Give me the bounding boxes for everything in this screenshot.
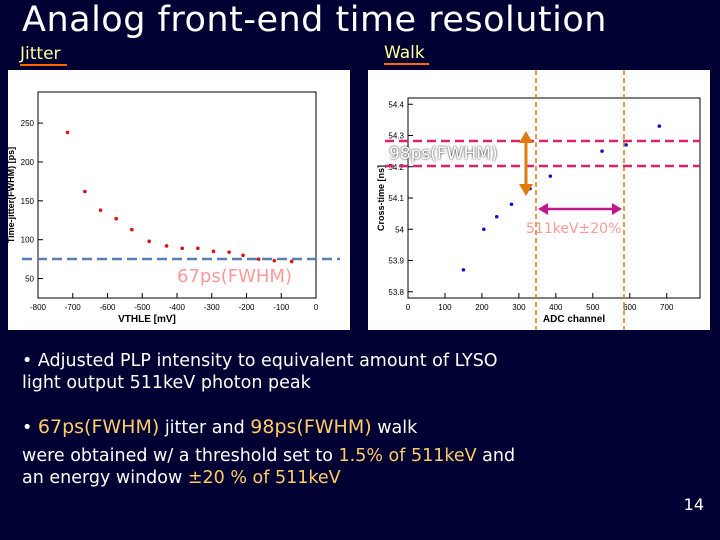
- bullet-2-line-3a: an energy window: [22, 468, 188, 488]
- energy-window-arrow-left: [538, 203, 548, 215]
- bullet-2-line-2: were obtained w/ a threshold set to 1.5%…: [22, 445, 662, 467]
- y-tick-label-0: 250: [21, 119, 35, 128]
- data-point-0: [98, 208, 103, 212]
- data-point-1: [509, 202, 514, 207]
- x-tick-label-0: -200: [238, 303, 255, 312]
- jitter-chart-panel: -800 -700 -600 -500 -400 -300 -200 -100 0 50 100 15…: [6, 70, 350, 330]
- x-axis-label-1: ADC channel: [543, 314, 605, 325]
- data-point-0: [180, 246, 185, 251]
- y-tick-label-1: 54: [395, 225, 404, 234]
- energy-window-annotation: 511keV±20%: [526, 221, 622, 237]
- x-tick-label-1: 400: [549, 303, 563, 312]
- bullet-1-line-1: • Adjusted PLP intensity to equivalent a…: [22, 351, 498, 371]
- bullet-2-window: ±20 % of 511keV: [187, 468, 341, 488]
- data-point-1: [600, 149, 604, 153]
- data-point-0: [147, 239, 151, 244]
- x-tick-label-0: -100: [273, 303, 290, 312]
- data-point-1: [548, 174, 553, 178]
- data-point-1: [461, 268, 466, 272]
- y-tick-label-1: 54.4: [388, 100, 404, 109]
- x-tick-label-1: 300: [512, 303, 526, 312]
- x-tick-label-0: -500: [134, 303, 151, 312]
- y-tick-label-0: 150: [21, 197, 35, 206]
- data-point-1: [481, 227, 486, 232]
- jitter-label: Jitter: [20, 44, 67, 66]
- x-tick-label-1: 500: [586, 303, 600, 312]
- data-point-1: [494, 214, 499, 219]
- walk-label: Walk: [384, 43, 429, 65]
- y-tick-label-1: 54.2: [388, 163, 404, 172]
- x-tick-label-1: 100: [438, 303, 452, 312]
- x-tick-label-0: -300: [204, 303, 221, 312]
- data-point-0: [241, 253, 245, 258]
- slide-title: Analog front-end time resolution: [22, 0, 607, 40]
- data-point-0: [83, 189, 87, 194]
- walk-chart-panel: 0 100 200 300 400 500 600 700 53.8 53.9 54 54.1 54.2…: [368, 70, 710, 330]
- walk-fwhm-annotation: 98ps(FWHM): [389, 144, 498, 164]
- y-tick-label-0: 100: [21, 236, 35, 245]
- jitter-fwhm-annotation: 67ps(FWHM): [177, 266, 292, 287]
- x-tick-label-0: -700: [65, 303, 82, 312]
- bullet-2-walk: 98ps(FWHM): [250, 416, 372, 438]
- y-tick-label-0: 50: [25, 275, 34, 284]
- bullet-1-line-2: light output 511keV photon peak: [22, 373, 311, 393]
- bullet-2-line-2a: were obtained w/ a threshold set to: [22, 446, 339, 466]
- data-point-0: [164, 244, 169, 248]
- data-point-1: [624, 143, 628, 147]
- x-tick-label-0: -400: [169, 303, 186, 312]
- walk-chart: 0 100 200 300 400 500 600 700 53.8 53.9 54 54.1 54.2…: [376, 97, 701, 325]
- data-point-0: [227, 250, 231, 254]
- bullet-2-jitter: 67ps(FWHM): [37, 416, 160, 438]
- y-axis-label-1: Cross-time [ns]: [376, 165, 386, 231]
- bullet-2-threshold: 1.5% of 511keV: [338, 446, 477, 466]
- energy-window-arrow-right: [612, 203, 622, 215]
- data-point-0: [196, 246, 200, 251]
- bullet-2-line-2b: and: [476, 446, 516, 466]
- y-tick-label-1: 54.3: [388, 132, 404, 141]
- data-point-0: [65, 130, 70, 135]
- x-tick-label-1: 0: [406, 303, 411, 312]
- x-tick-label-1: 200: [475, 303, 489, 312]
- jitter-chart: -800 -700 -600 -500 -400 -300 -200 -100 0 50 100 15…: [6, 91, 319, 325]
- bullet-2-suffix: walk: [371, 418, 418, 438]
- walk-spread-arrow-bottom: [519, 184, 533, 196]
- bullet-2-mid: jitter and: [159, 418, 251, 438]
- bullet-2-prefix: •: [22, 418, 38, 438]
- x-tick-label-1: 700: [660, 303, 674, 312]
- y-tick-label-1: 54.1: [388, 194, 404, 203]
- page-number: 14: [683, 495, 704, 514]
- data-point-0: [114, 216, 118, 221]
- y-axis-label-0: Time-jitter(FWHM) [ps]: [8, 147, 16, 243]
- bullet-list: • Adjusted PLP intensity to equivalent a…: [22, 350, 662, 489]
- data-point-0: [272, 258, 277, 263]
- x-axis-label-0: VTHLE [mV]: [118, 314, 176, 325]
- walk-spread-arrow-top: [519, 131, 533, 143]
- x-tick-label-0: -600: [99, 303, 116, 312]
- data-point-1: [657, 124, 662, 128]
- x-tick-label-0: -800: [30, 303, 47, 312]
- data-point-0: [289, 259, 294, 264]
- data-point-0: [211, 249, 216, 254]
- x-tick-label-0: 0: [314, 303, 319, 312]
- x-tick-label-1: 600: [623, 303, 637, 312]
- y-tick-label-1: 53.9: [388, 257, 404, 266]
- y-tick-label-0: 200: [21, 158, 35, 167]
- data-point-0: [256, 257, 261, 261]
- bullet-2-line-1: • 67ps(FWHM) jitter and 98ps(FWHM) walk: [22, 416, 662, 439]
- bullet-2-line-3: an energy window ±20 % of 511keV: [22, 467, 662, 489]
- y-tick-label-1: 53.8: [388, 288, 404, 297]
- data-point-0: [130, 227, 134, 232]
